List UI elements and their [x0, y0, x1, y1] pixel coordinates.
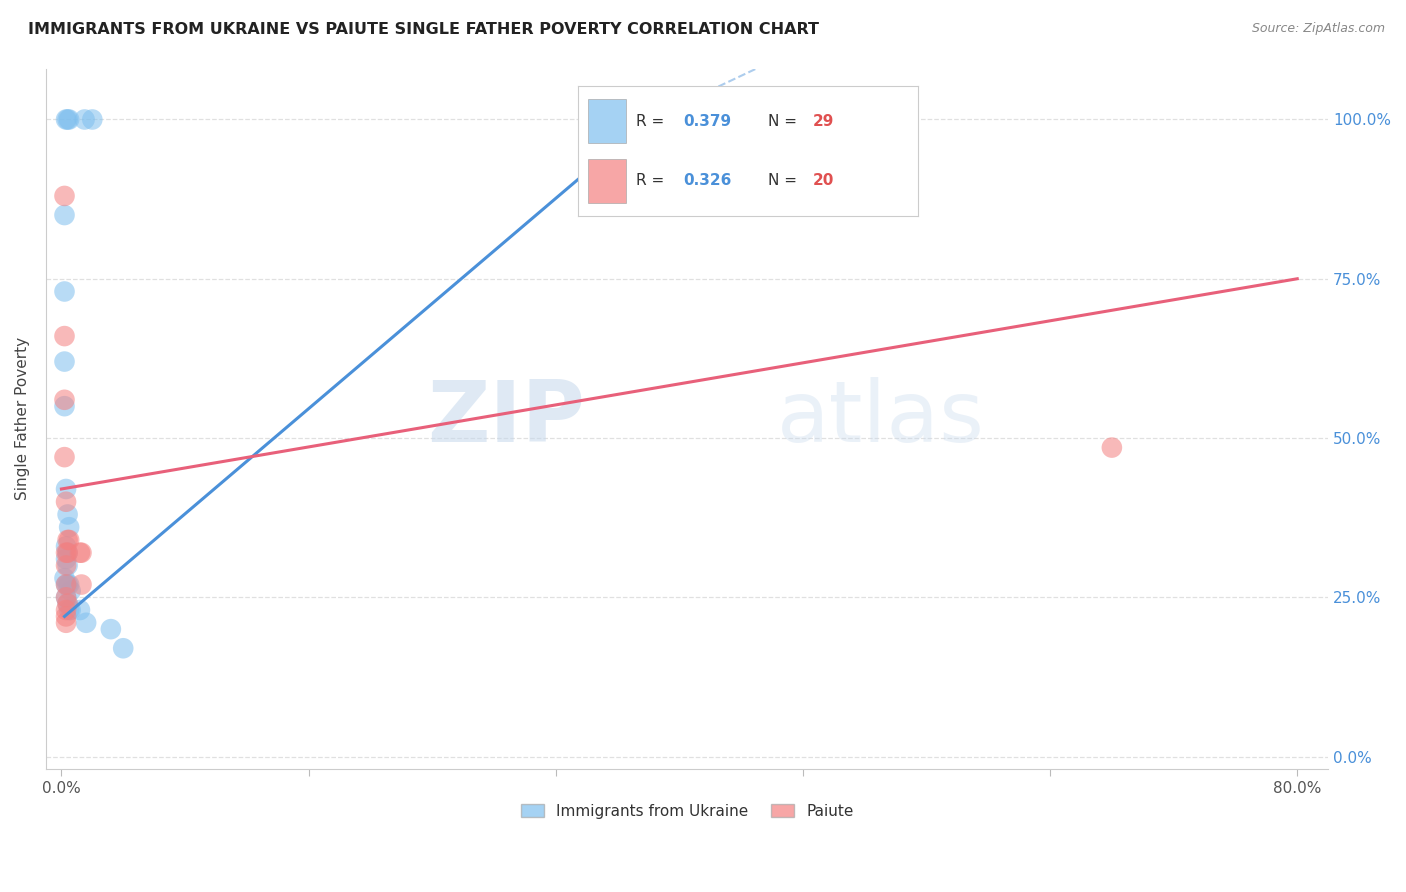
- Point: [53, 354, 76, 368]
- Point: [55, 482, 77, 496]
- Y-axis label: Single Father Poverty: Single Father Poverty: [15, 337, 30, 500]
- Point: [53, 571, 76, 585]
- Point: [58, 520, 80, 534]
- Point: [55, 603, 77, 617]
- Point: [53, 329, 76, 343]
- Point: [69, 603, 91, 617]
- Point: [56, 508, 79, 522]
- Point: [59, 583, 82, 598]
- Point: [55, 615, 77, 630]
- Point: [55, 539, 77, 553]
- Point: [69, 546, 91, 560]
- Point: [70, 546, 93, 560]
- Point: [53, 285, 76, 299]
- Point: [82, 112, 104, 127]
- Text: ZIP: ZIP: [427, 377, 585, 460]
- Point: [56, 546, 79, 560]
- Point: [1101, 441, 1123, 455]
- Point: [53, 208, 76, 222]
- Point: [56, 597, 79, 611]
- Point: [55, 546, 77, 560]
- Text: IMMIGRANTS FROM UKRAINE VS PAIUTE SINGLE FATHER POVERTY CORRELATION CHART: IMMIGRANTS FROM UKRAINE VS PAIUTE SINGLE…: [28, 22, 820, 37]
- Text: Source: ZipAtlas.com: Source: ZipAtlas.com: [1251, 22, 1385, 36]
- Point: [55, 552, 77, 566]
- Point: [58, 603, 80, 617]
- Point: [112, 641, 135, 656]
- Point: [56, 533, 79, 547]
- Point: [55, 577, 77, 591]
- Point: [53, 450, 76, 464]
- Legend: Immigrants from Ukraine, Paiute: Immigrants from Ukraine, Paiute: [515, 797, 859, 825]
- Point: [58, 112, 80, 127]
- Point: [53, 392, 76, 407]
- Text: atlas: atlas: [776, 377, 984, 460]
- Point: [100, 622, 122, 636]
- Point: [73, 112, 96, 127]
- Point: [55, 494, 77, 508]
- Point: [58, 533, 80, 547]
- Point: [53, 399, 76, 413]
- Point: [55, 591, 77, 605]
- Point: [55, 577, 77, 591]
- Point: [56, 577, 79, 591]
- Point: [55, 112, 77, 127]
- Point: [56, 112, 79, 127]
- Point: [75, 615, 97, 630]
- Point: [59, 603, 82, 617]
- Point: [56, 558, 79, 573]
- Point: [55, 609, 77, 624]
- Point: [70, 577, 93, 591]
- Point: [53, 189, 76, 203]
- Point: [55, 558, 77, 573]
- Point: [56, 546, 79, 560]
- Point: [56, 597, 79, 611]
- Point: [58, 577, 80, 591]
- Point: [55, 591, 77, 605]
